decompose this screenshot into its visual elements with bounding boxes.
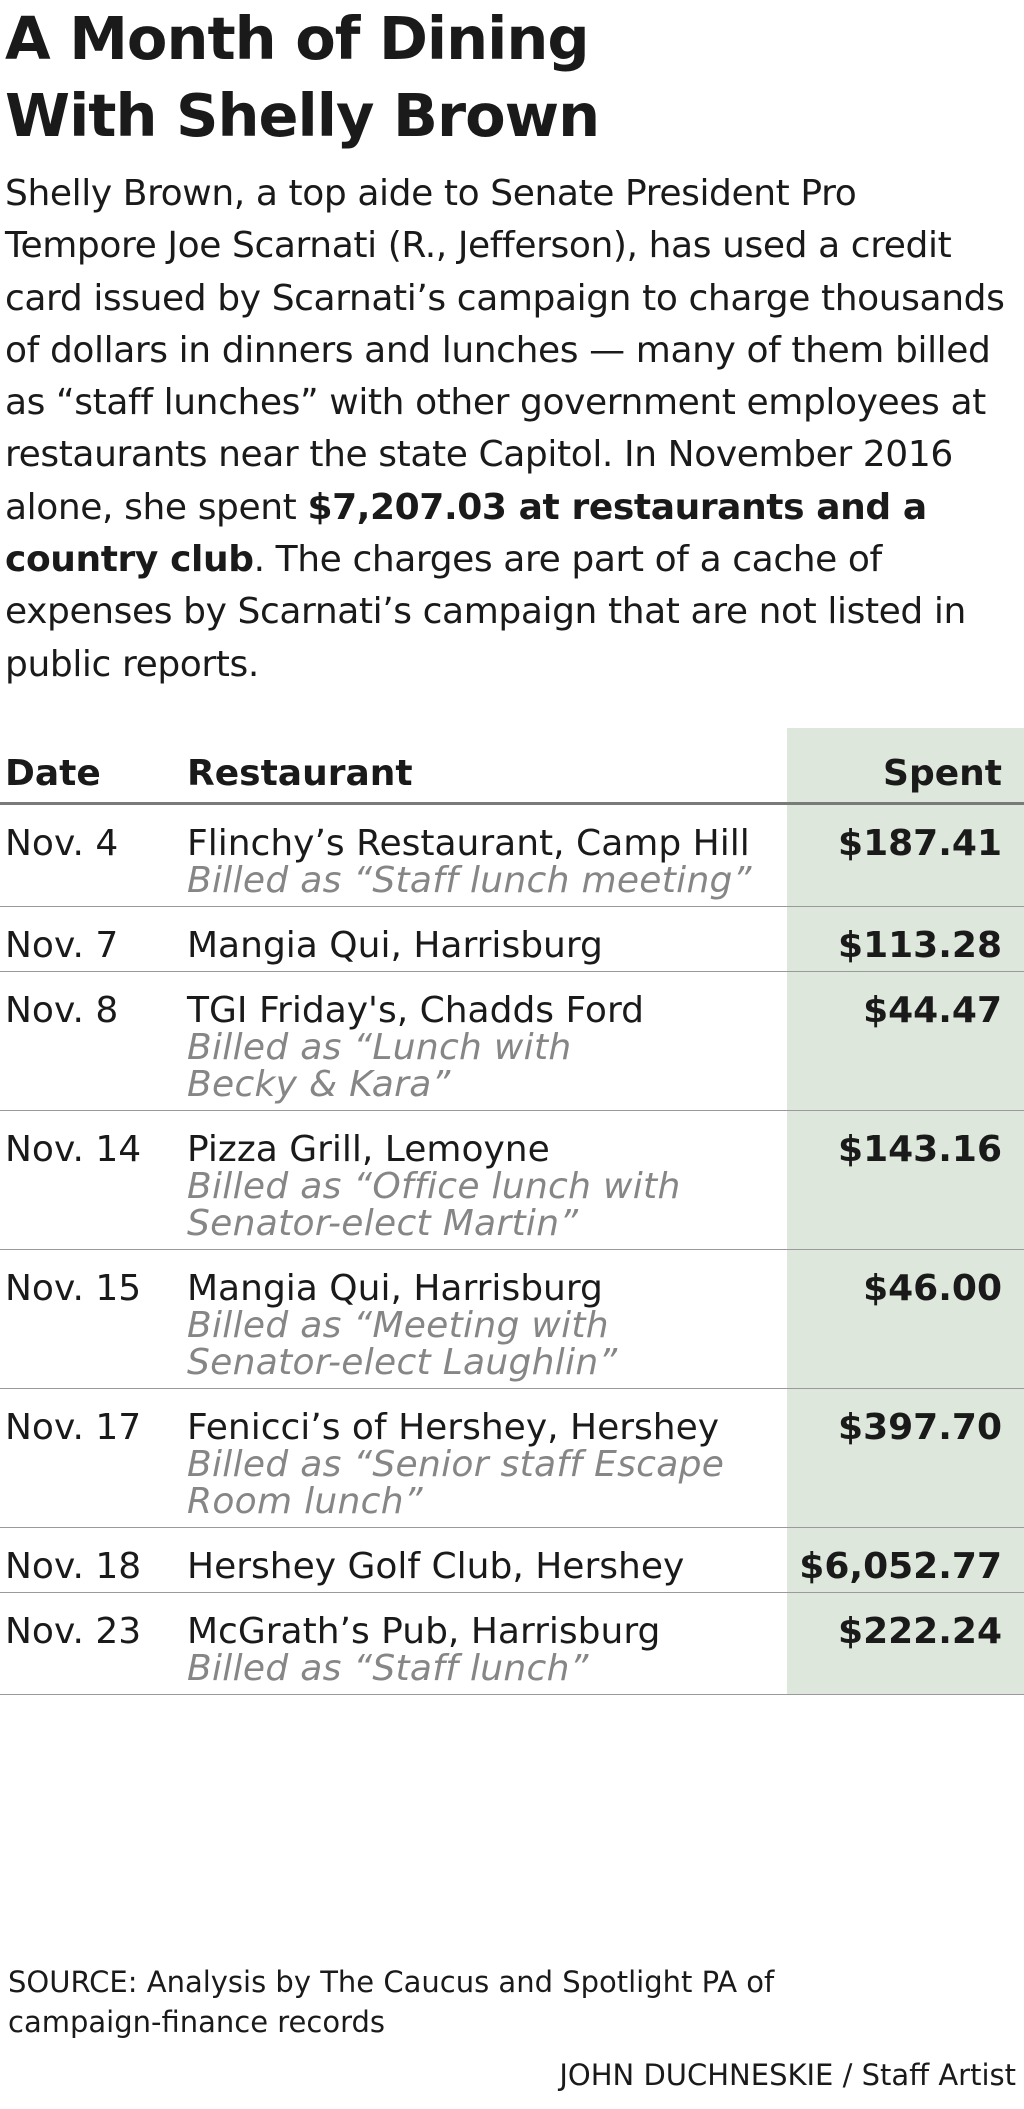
table-row: Nov. 18 Hershey Golf Club, Hershey $6,052.… xyxy=(0,1528,1024,1593)
title-line-1: A Month of Dining xyxy=(5,4,590,73)
table-row: Nov. 17 Fenicci’s of Hershey, Hershey Bill… xyxy=(0,1389,1024,1528)
row-billed-note: Billed as “Meeting with xyxy=(187,1305,609,1346)
header-divider xyxy=(0,802,1024,805)
row-date: Nov. 17 xyxy=(5,1407,142,1448)
row-spent-amount: $44.47 xyxy=(863,990,1002,1031)
row-billed-note: Billed as “Staff lunch” xyxy=(187,1648,589,1689)
spending-table: Date Restaurant Spent Nov. 4 Flinchy’s Re… xyxy=(0,728,1024,1695)
row-date: Nov. 23 xyxy=(5,1611,142,1652)
table-row: Nov. 8 TGI Friday's, Chadds Ford Billed as… xyxy=(0,972,1024,1111)
credit-line: JOHN DUCHNESKIE / Staff Artist xyxy=(559,2058,1016,2092)
row-billed-note: Billed as “Lunch with xyxy=(187,1027,572,1068)
row-divider xyxy=(0,906,1024,907)
table-row: Nov. 7 Mangia Qui, Harrisburg $113.28 xyxy=(0,907,1024,972)
row-spent-amount: $397.70 xyxy=(838,1407,1002,1448)
title-line-2: With Shelly Brown xyxy=(5,81,600,150)
row-restaurant: Pizza Grill, Lemoyne xyxy=(187,1129,550,1170)
row-billed-note: Billed as “Senior staff Escape xyxy=(187,1444,725,1485)
row-divider xyxy=(0,1110,1024,1111)
row-spent-amount: $143.16 xyxy=(838,1129,1002,1170)
row-restaurant: Hershey Golf Club, Hershey xyxy=(187,1546,685,1587)
row-date: Nov. 4 xyxy=(5,823,119,864)
row-restaurant: Flinchy’s Restaurant, Camp Hill xyxy=(187,823,750,864)
header-spent: Spent xyxy=(883,753,1002,794)
row-spent-amount: $46.00 xyxy=(863,1268,1002,1309)
row-restaurant: Fenicci’s of Hershey, Hershey xyxy=(187,1407,720,1448)
row-spent-amount: $222.24 xyxy=(838,1611,1002,1652)
row-divider xyxy=(0,1592,1024,1593)
row-date: Nov. 18 xyxy=(5,1546,142,1587)
row-divider xyxy=(0,971,1024,972)
spent-column-background xyxy=(787,728,1024,1695)
table-row: Nov. 15 Mangia Qui, Harrisburg Billed as “… xyxy=(0,1250,1024,1389)
row-billed-note: Becky & Kara” xyxy=(187,1064,451,1105)
header-restaurant: Restaurant xyxy=(187,753,413,794)
table-row: Nov. 4 Flinchy’s Restaurant, Camp Hill Bil… xyxy=(0,805,1024,907)
row-divider xyxy=(0,1694,1024,1695)
intro-text-before: Shelly Brown, a top aide to Senate Presi… xyxy=(5,173,1005,528)
row-spent-amount: $187.41 xyxy=(838,823,1002,864)
intro-text-after: . The charges are part of a cache of exp… xyxy=(5,539,966,685)
row-billed-note: Senator-elect Martin” xyxy=(187,1203,579,1244)
header-date: Date xyxy=(5,753,101,794)
row-divider xyxy=(0,1527,1024,1528)
row-date: Nov. 15 xyxy=(5,1268,142,1309)
row-date: Nov. 14 xyxy=(5,1129,142,1170)
row-restaurant: TGI Friday's, Chadds Ford xyxy=(187,990,644,1031)
source-note: SOURCE: Analysis by The Caucus and Spotl… xyxy=(8,1965,775,2039)
row-spent-amount: $113.28 xyxy=(838,925,1002,966)
row-restaurant: Mangia Qui, Harrisburg xyxy=(187,1268,603,1309)
row-billed-note: Room lunch” xyxy=(187,1481,423,1522)
row-restaurant: McGrath’s Pub, Harrisburg xyxy=(187,1611,661,1652)
table-row: Nov. 23 McGrath’s Pub, Harrisburg Billed a… xyxy=(0,1593,1024,1695)
row-date: Nov. 8 xyxy=(5,990,119,1031)
intro-paragraph: Shelly Brown, a top aide to Senate Presi… xyxy=(5,168,1017,691)
intro-text-bold: $7,207.03 at restaurants and a country c… xyxy=(5,486,927,581)
row-date: Nov. 7 xyxy=(5,925,119,966)
chart-title: A Month of Dining With Shelly Brown xyxy=(5,0,1015,154)
row-billed-note: Billed as “Staff lunch meeting” xyxy=(187,860,752,901)
row-billed-note: Billed as “Office lunch with xyxy=(187,1166,681,1207)
row-divider xyxy=(0,1249,1024,1250)
row-divider xyxy=(0,1388,1024,1389)
table-row: Nov. 14 Pizza Grill, Lemoyne Billed as “Of… xyxy=(0,1111,1024,1250)
row-spent-amount: $6,052.77 xyxy=(799,1546,1002,1587)
row-billed-note: Senator-elect Laughlin” xyxy=(187,1342,618,1383)
row-restaurant: Mangia Qui, Harrisburg xyxy=(187,925,603,966)
